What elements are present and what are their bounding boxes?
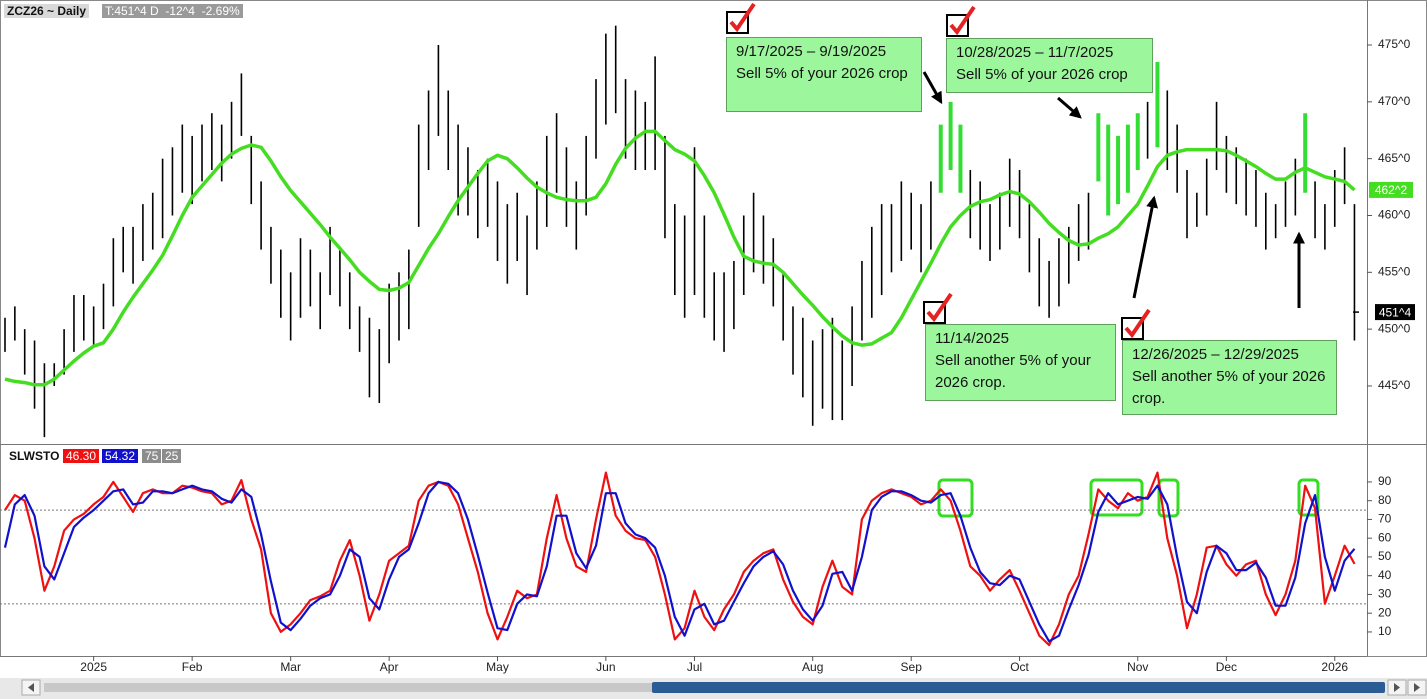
- x-tick-label: Oct: [1010, 660, 1029, 674]
- annotation-text: Sell another 5% of your 2026 crop.: [1132, 368, 1326, 407]
- check-icons: [726, 2, 1151, 340]
- y-tick-label: 30: [1378, 587, 1392, 601]
- last-tag: [1375, 304, 1415, 321]
- y-tick-label: 10: [1378, 624, 1392, 638]
- quote-subtitle: T:451^4 D -12^4 -2.69%: [102, 4, 243, 18]
- x-tick-label: May: [486, 660, 509, 674]
- y-tick-label: 450^0: [1378, 321, 1411, 335]
- arrow: [1132, 195, 1159, 299]
- scroll-end-icon: [1414, 683, 1420, 692]
- scroll-right-icon: [1394, 683, 1400, 692]
- x-tick-label: Nov: [1127, 660, 1148, 674]
- scrollbar[interactable]: [0, 678, 1427, 699]
- plot: 445^0 450^0 455^0 460^0 465^0 470^0 475^0 462^2…: [0, 25, 1415, 674]
- y-tick-label: 50: [1378, 549, 1392, 563]
- annotation: 10/28/2025 – 11/7/2025 Sell 5% of your 2…: [946, 38, 1153, 93]
- annotation-date: 12/26/2025 – 12/29/2025: [1132, 346, 1299, 363]
- x-tick-label: Feb: [182, 660, 203, 674]
- arrow: [1057, 96, 1082, 119]
- annotation-text: Sell 5% of your 2026 crop: [736, 65, 908, 82]
- level-readout: 75: [142, 449, 162, 463]
- k-readout: 46.30: [63, 449, 100, 463]
- annotation-date: 10/28/2025 – 11/7/2025: [956, 44, 1114, 61]
- x-tick-label: Jul: [687, 660, 702, 674]
- moving-average: [4, 129, 1356, 387]
- oscillator-line: [3, 480, 1356, 643]
- x-tick-label: Mar: [280, 660, 301, 674]
- check-icon: [946, 5, 976, 37]
- annotation-date: 9/17/2025 – 9/19/2025: [736, 43, 887, 60]
- x-tick-label: 2026: [1321, 660, 1348, 674]
- check-icon: [923, 292, 953, 324]
- level-readout: 25: [162, 449, 182, 463]
- y-tick-label: 470^0: [1378, 94, 1411, 108]
- y-tick-label: 70: [1378, 512, 1392, 526]
- y-tick-label: 460^0: [1378, 208, 1411, 222]
- x-tick-label: Dec: [1216, 660, 1237, 674]
- indicator-title: SLWSTO: [9, 449, 60, 463]
- annotation: 12/26/2025 – 12/29/2025 Sell another 5% …: [1122, 340, 1337, 415]
- ma-tag-label: 462^2: [1375, 183, 1408, 197]
- x-tick-label: Sep: [901, 660, 923, 674]
- y-tick-label: 90: [1378, 474, 1392, 488]
- arrows: [922, 71, 1305, 308]
- check-icon: [726, 2, 756, 34]
- x-tick-label: Jun: [596, 660, 615, 674]
- x-tick-label: 2025: [80, 660, 107, 674]
- last-tag-label: 451^4: [1379, 305, 1412, 319]
- symbol-title: ZCZ26 ~ Daily: [4, 4, 90, 18]
- ma-tag: [1369, 181, 1413, 198]
- annotation: 11/14/2025 Sell another 5% of your 2026 …: [925, 324, 1116, 401]
- scroll-thumb[interactable]: [652, 682, 1385, 693]
- y-tick-label: 455^0: [1378, 264, 1411, 278]
- annotation: 9/17/2025 – 9/19/2025 Sell 5% of your 20…: [726, 37, 922, 112]
- y-tick-label: 20: [1378, 605, 1392, 619]
- d-readout: 54.32: [102, 449, 139, 463]
- x-tick-label: Aug: [802, 660, 823, 674]
- annotation-date: 11/14/2025: [935, 330, 1009, 347]
- arrow: [922, 71, 943, 105]
- y-tick-label: 445^0: [1378, 378, 1411, 392]
- y-tick-label: 40: [1378, 568, 1392, 582]
- x-tick-label: Apr: [380, 660, 399, 674]
- annotation-text: Sell another 5% of your 2026 crop.: [935, 352, 1091, 391]
- y-tick-label: 475^0: [1378, 37, 1411, 51]
- check-icon: [1121, 308, 1151, 340]
- annotation-text: Sell 5% of your 2026 crop: [956, 66, 1128, 83]
- scroll-left-icon: [28, 683, 34, 692]
- y-tick-label: 80: [1378, 493, 1392, 507]
- y-tick-label: 465^0: [1378, 151, 1411, 165]
- y-tick-label: 60: [1378, 530, 1392, 544]
